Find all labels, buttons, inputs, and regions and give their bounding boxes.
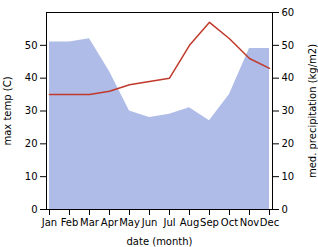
svg-text:Nov: Nov	[240, 217, 260, 228]
svg-text:Oct: Oct	[221, 217, 238, 228]
svg-text:10: 10	[282, 171, 295, 182]
svg-text:50: 50	[25, 40, 38, 51]
svg-text:Feb: Feb	[61, 217, 79, 228]
svg-text:40: 40	[25, 72, 38, 83]
svg-text:Sep: Sep	[200, 217, 219, 228]
svg-text:Mar: Mar	[80, 217, 100, 228]
svg-text:30: 30	[25, 105, 38, 116]
svg-text:10: 10	[25, 171, 38, 182]
svg-text:60: 60	[282, 7, 295, 18]
svg-text:Aug: Aug	[180, 217, 200, 228]
svg-text:50: 50	[282, 40, 295, 51]
svg-text:max temp (C): max temp (C)	[2, 76, 13, 145]
svg-text:date (month): date (month)	[127, 236, 193, 247]
svg-text:30: 30	[282, 105, 295, 116]
svg-text:Dec: Dec	[260, 217, 279, 228]
svg-text:20: 20	[282, 138, 295, 149]
svg-text:Apr: Apr	[101, 217, 119, 228]
svg-text:0: 0	[31, 204, 37, 215]
svg-text:med. precipitation (kg/m2): med. precipitation (kg/m2)	[307, 44, 318, 178]
svg-text:Jun: Jun	[141, 217, 158, 228]
svg-text:40: 40	[282, 72, 295, 83]
svg-text:Jan: Jan	[41, 217, 57, 228]
svg-text:May: May	[119, 217, 140, 228]
svg-text:0: 0	[282, 204, 288, 215]
svg-text:Jul: Jul	[162, 217, 175, 228]
svg-text:20: 20	[25, 138, 38, 149]
